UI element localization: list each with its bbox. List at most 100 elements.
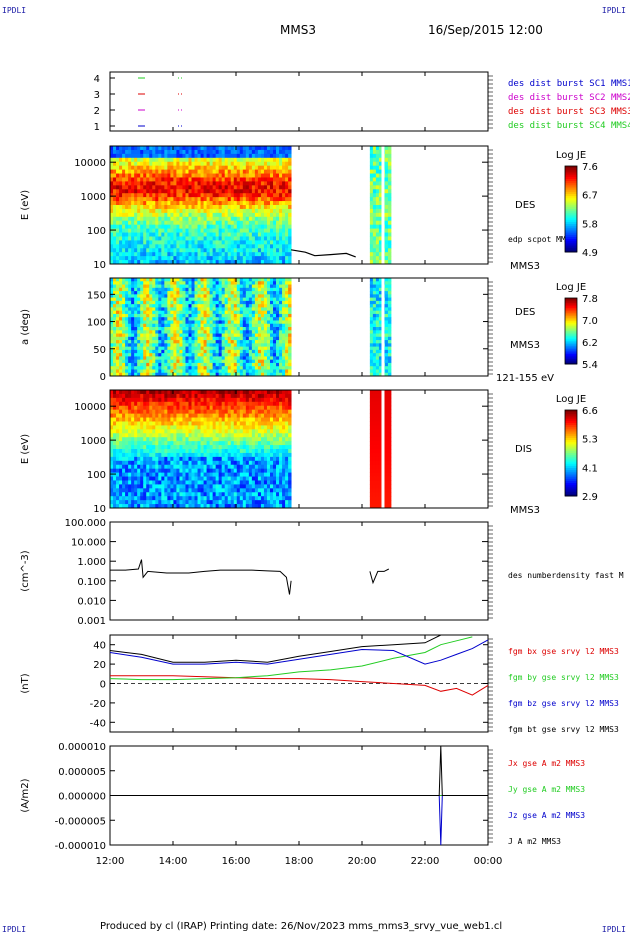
des-pitch-spectrogram-cell <box>224 343 229 347</box>
des-pitch-spectrogram-cell <box>269 291 274 295</box>
des-energy-spectrogram-cell <box>125 256 129 261</box>
des-energy-spectrogram-cell <box>375 197 380 202</box>
des-energy-spectrogram-cell <box>257 248 262 253</box>
des-energy-spectrogram-cell <box>131 220 135 226</box>
des-energy-spectrogram-cell <box>179 240 183 245</box>
des-pitch-spectrogram-cell <box>239 343 244 347</box>
dis-energy-spectrogram-cell <box>125 445 129 450</box>
des-energy-spectrogram-cell <box>179 165 183 170</box>
des-energy-spectrogram-cell <box>125 240 129 245</box>
dis-energy-spectrogram-cell <box>152 441 156 446</box>
des-pitch-spectrogram-cell <box>155 330 159 334</box>
dis-energy-spectrogram-cell <box>170 468 174 473</box>
dis-energy-spectrogram-cell <box>137 401 141 407</box>
des-pitch-spectrogram-cell <box>182 356 186 361</box>
des-energy-spectrogram-cell <box>125 197 129 202</box>
dis-energy-spectrogram-cell <box>137 488 141 493</box>
dis-energy-spectrogram-cell <box>164 452 168 458</box>
des-pitch-spectrogram-cell <box>288 327 292 331</box>
des-pitch-spectrogram-cell <box>372 291 377 295</box>
des-energy-spectrogram-cell <box>203 177 207 182</box>
des-pitch-spectrogram-cell <box>227 333 232 338</box>
dis-energy-spectrogram-cell <box>140 425 144 430</box>
dis-energy-spectrogram-cell <box>161 413 165 418</box>
des-energy-spectrogram-cell <box>182 256 186 261</box>
des-pitch-spectrogram-cell <box>158 291 162 295</box>
dis-energy-spectrogram-cell <box>122 472 126 477</box>
des-pitch-spectrogram-cell <box>254 359 259 364</box>
des-pitch-spectrogram-cell <box>128 320 132 325</box>
des-pitch-spectrogram-cell <box>224 297 229 302</box>
des-energy-spectrogram-cell <box>224 224 229 229</box>
des-energy-spectrogram-cell <box>372 201 377 206</box>
des-pitch-spectrogram-cell <box>375 330 380 334</box>
des-pitch-spectrogram-cell <box>167 356 171 361</box>
des-pitch-spectrogram-cell <box>224 320 229 325</box>
des-energy-spectrogram-cell <box>254 146 259 151</box>
des-energy-spectrogram-cell <box>245 216 250 222</box>
des-energy-spectrogram-cell <box>191 157 195 163</box>
dis-energy-spectrogram-cell <box>161 476 165 481</box>
des-energy-spectrogram-cell <box>155 149 159 155</box>
des-pitch-spectrogram-cell <box>143 356 147 361</box>
des-pitch-spectrogram-cell <box>375 307 380 312</box>
des-energy-spectrogram-cell <box>230 193 235 198</box>
des-pitch-spectrogram-cell <box>191 327 195 331</box>
des-pitch-spectrogram-cell <box>242 287 247 292</box>
des-pitch-spectrogram-cell <box>140 278 144 282</box>
des-pitch-spectrogram-cell <box>200 291 204 295</box>
des-energy-spectrogram-cell <box>224 146 229 151</box>
des-energy-spectrogram-cell <box>212 212 217 218</box>
des-energy-spectrogram-cell <box>134 256 138 261</box>
des-energy-spectrogram-cell <box>239 153 244 159</box>
des-energy-spectrogram-cell <box>242 216 247 222</box>
des-energy-spectrogram-cell <box>110 244 114 249</box>
dis-energy-spectrogram-cell <box>137 417 141 422</box>
des-energy-spectrogram-cell <box>288 201 292 206</box>
des-energy-spectrogram-cell <box>209 146 214 151</box>
des-energy-spectrogram-cell <box>182 165 186 170</box>
des-energy-spectrogram-cell <box>110 189 114 194</box>
des-pitch-spectrogram-cell <box>221 278 226 282</box>
des-pitch-spectrogram-cell <box>170 284 174 289</box>
des-pitch-spectrogram-cell <box>197 362 201 367</box>
des-pitch-spectrogram-cell <box>182 353 186 357</box>
des-pitch-spectrogram-cell <box>137 281 141 285</box>
des-energy-spectrogram-cell <box>218 220 223 226</box>
des-pitch-spectrogram-cell <box>242 359 247 364</box>
des-pitch-spectrogram-cell <box>128 349 132 354</box>
des-pitch-spectrogram-cell <box>167 333 171 338</box>
dis-energy-spectrogram-cell <box>146 492 150 497</box>
des-pitch-spectrogram-cell <box>113 300 117 305</box>
dis-energy-spectrogram-cell <box>119 413 123 418</box>
des-pitch-spectrogram-cell <box>230 287 235 292</box>
des-pitch-spectrogram-cell <box>227 362 232 367</box>
des-pitch-spectrogram-cell <box>197 327 201 331</box>
des-energy-spectrogram-cell <box>167 185 171 190</box>
des-pitch-spectrogram-cell <box>384 346 389 351</box>
des-energy-spectrogram-cell <box>279 205 283 210</box>
des-pitch-spectrogram-cell <box>119 317 123 321</box>
des-energy-spectrogram-cell <box>372 224 377 229</box>
des-energy-spectrogram-cell <box>209 177 214 182</box>
des-energy-spectrogram-cell <box>384 205 389 210</box>
des-energy-spectrogram-cell <box>251 165 256 170</box>
des-pitch-spectrogram-cell <box>372 343 377 347</box>
des-energy-spectrogram-cell <box>239 224 244 229</box>
dis-energy-spectrogram-cell <box>140 452 144 458</box>
des-energy-spectrogram-cell <box>143 216 147 222</box>
des-pitch-spectrogram-cell <box>164 369 168 374</box>
des-pitch-spectrogram-cell <box>372 281 377 285</box>
des-energy-spectrogram-cell <box>209 149 214 155</box>
dis-energy-spectrogram-cell <box>122 421 126 426</box>
des-energy-colorbar-swatch <box>565 232 577 236</box>
des-pitch-spectrogram-cell <box>182 333 186 338</box>
des-pitch-spectrogram-cell <box>188 310 192 315</box>
des-energy-spectrogram-cell <box>191 169 195 174</box>
des-energy-spectrogram-cell <box>276 165 280 170</box>
des-energy-spectrogram-cell <box>230 228 235 233</box>
des-pitch-spectrogram-cell <box>282 297 286 302</box>
des-energy-spectrogram-cell <box>146 177 150 182</box>
des-energy-spectrogram-cell <box>279 216 283 222</box>
des-energy-spectrogram-cell <box>113 169 117 174</box>
